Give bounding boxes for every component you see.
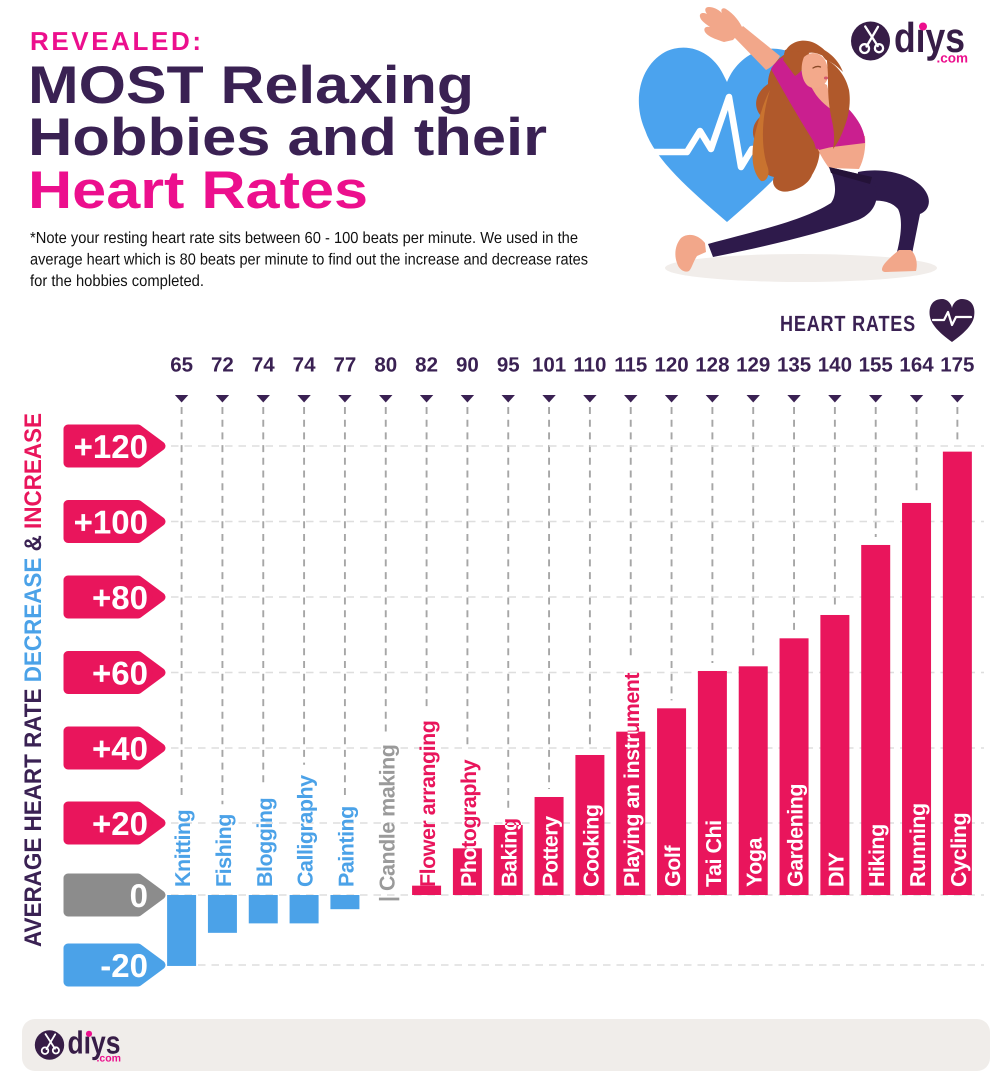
- svg-text:-20: -20: [100, 947, 148, 984]
- svg-text:140: 140: [818, 354, 852, 377]
- svg-text:REVEALED:: REVEALED:: [30, 26, 201, 56]
- svg-text:Running: Running: [906, 803, 930, 887]
- svg-text:Running: Running: [906, 803, 930, 887]
- svg-text:HEART RATES: HEART RATES: [780, 311, 916, 336]
- svg-text:DIY: DIY: [824, 853, 848, 888]
- svg-text:155: 155: [859, 354, 893, 377]
- svg-text:115: 115: [614, 354, 647, 377]
- svg-text:Blogging: Blogging: [253, 798, 277, 887]
- svg-text:.com: .com: [96, 1053, 121, 1065]
- svg-text:Tai Chi: Tai Chi: [702, 820, 726, 887]
- svg-text:+20: +20: [92, 805, 148, 842]
- svg-text:dıys: dıys: [894, 14, 965, 61]
- svg-text:Painting: Painting: [334, 806, 358, 887]
- svg-text:Flower arranging: Flower arranging: [416, 721, 440, 887]
- svg-text:Fishing: Fishing: [212, 814, 236, 887]
- svg-text:77: 77: [334, 354, 357, 377]
- svg-text:72: 72: [211, 354, 234, 377]
- svg-text:dıys: dıys: [68, 1025, 121, 1061]
- svg-text:Gardening: Gardening: [784, 784, 808, 887]
- svg-text:95: 95: [497, 354, 520, 377]
- svg-text:Cycling: Cycling: [947, 813, 971, 887]
- svg-text:128: 128: [695, 354, 729, 377]
- svg-text:AVERAGE HEART RATE DECREASE &: AVERAGE HEART RATE DECREASE & INCREASE: [20, 413, 47, 947]
- svg-text:Hiking: Hiking: [865, 824, 889, 887]
- svg-text:| Candle making: | Candle making: [375, 745, 399, 902]
- svg-text:Heart Rates: Heart Rates: [28, 161, 368, 220]
- svg-text:Playing an instrument: Playing an instrument: [620, 673, 644, 887]
- svg-text:Pottery: Pottery: [539, 816, 563, 887]
- svg-text:Knitting: Knitting: [171, 810, 195, 887]
- svg-text:74: 74: [252, 354, 275, 377]
- svg-text:.com: .com: [936, 51, 968, 66]
- svg-text:Flower arranging: Flower arranging: [416, 721, 440, 887]
- svg-text:Cooking: Cooking: [579, 805, 603, 888]
- svg-text:135: 135: [777, 354, 811, 377]
- svg-text:Photography: Photography: [457, 759, 481, 887]
- svg-text:Playing an instrument: Playing an instrument: [620, 673, 644, 887]
- svg-text:MOST Relaxing: MOST Relaxing: [28, 56, 474, 115]
- svg-text:Cooking: Cooking: [579, 805, 603, 888]
- svg-text:*Note your resting heart rate: *Note your resting heart rate sits betwe…: [30, 230, 578, 247]
- svg-text:+120: +120: [74, 428, 148, 465]
- svg-text:Calligraphy: Calligraphy: [294, 775, 318, 887]
- svg-text:average heart which is 80 beat: average heart which is 80 beats per minu…: [30, 252, 588, 269]
- svg-text:for the hobbies completed.: for the hobbies completed.: [30, 273, 204, 290]
- svg-text:Pottery: Pottery: [539, 816, 563, 887]
- svg-text:110: 110: [573, 354, 606, 377]
- svg-text:82: 82: [415, 354, 438, 377]
- svg-text:90: 90: [456, 354, 479, 377]
- svg-text:129: 129: [736, 354, 770, 377]
- svg-text:Cycling: Cycling: [947, 813, 971, 887]
- svg-text:101: 101: [532, 354, 566, 377]
- svg-text:+60: +60: [92, 655, 148, 692]
- svg-text:175: 175: [940, 354, 974, 377]
- svg-text:Hiking: Hiking: [865, 824, 889, 887]
- svg-text:74: 74: [293, 354, 316, 377]
- svg-text:Golf: Golf: [661, 845, 685, 887]
- svg-text:DIY: DIY: [824, 853, 848, 888]
- svg-text:Yoga: Yoga: [743, 836, 767, 887]
- svg-text:Gardening: Gardening: [784, 784, 808, 887]
- svg-text:164: 164: [899, 354, 934, 377]
- svg-text:Photography: Photography: [457, 759, 481, 887]
- svg-text:Hobbies and their: Hobbies and their: [28, 108, 547, 167]
- svg-text:+40: +40: [92, 730, 148, 767]
- svg-text:Golf: Golf: [661, 845, 685, 887]
- svg-text:120: 120: [654, 354, 688, 377]
- svg-text:Tai Chi: Tai Chi: [702, 820, 726, 887]
- svg-text:Baking: Baking: [498, 818, 522, 887]
- svg-text:Baking: Baking: [498, 818, 522, 887]
- svg-text:+100: +100: [74, 504, 148, 541]
- svg-text:+80: +80: [92, 579, 148, 616]
- svg-text:65: 65: [170, 354, 193, 377]
- svg-text:80: 80: [374, 354, 397, 377]
- svg-text:Yoga: Yoga: [743, 836, 767, 887]
- svg-text:0: 0: [130, 877, 148, 914]
